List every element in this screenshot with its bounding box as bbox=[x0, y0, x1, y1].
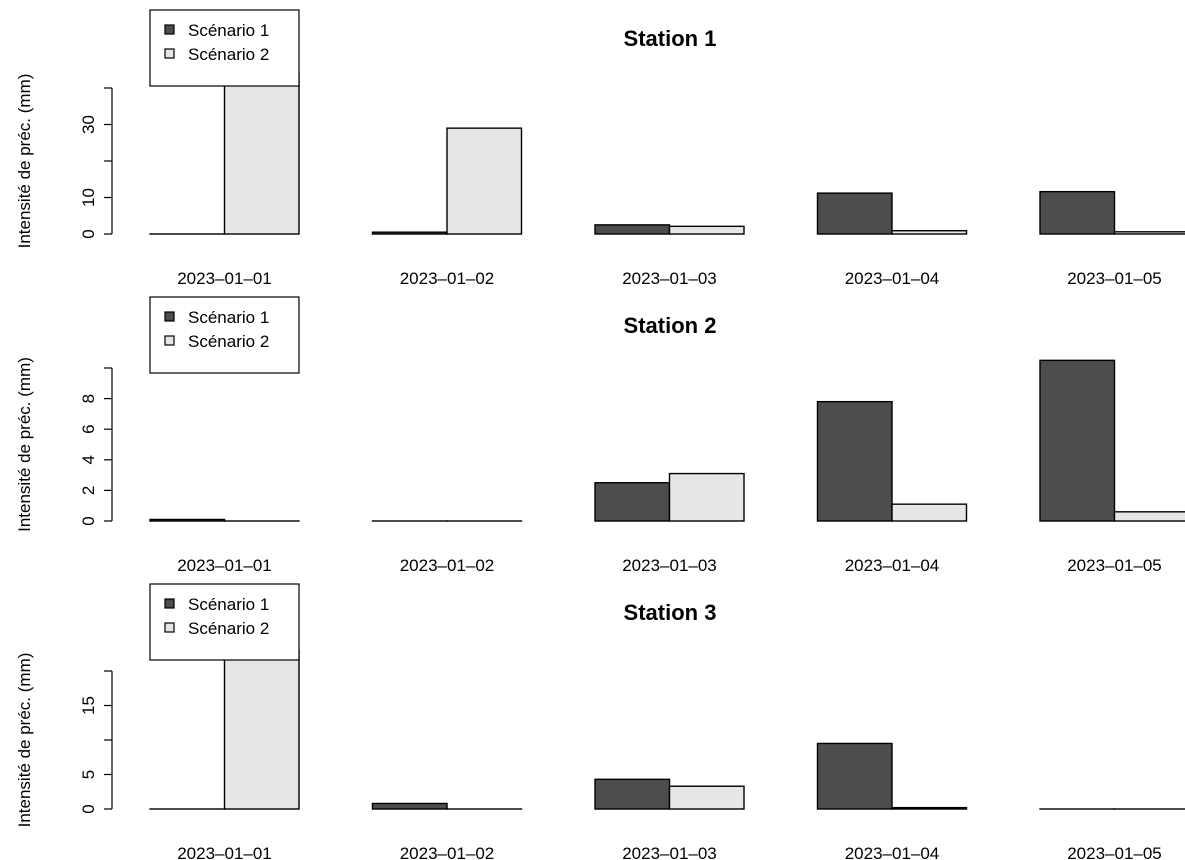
y-tick-label: 6 bbox=[79, 424, 98, 433]
x-tick-label: 2023–01–02 bbox=[400, 269, 495, 288]
bar-1-2 bbox=[371, 231, 448, 235]
y-tick-label: 2 bbox=[79, 486, 98, 495]
x-tick-label: 2023–01–01 bbox=[177, 556, 272, 575]
legend-entry: Scénario 1 bbox=[188, 595, 269, 614]
y-axis-label: Intensité de préc. (mm) bbox=[15, 357, 34, 532]
y-axis-label: Intensité de préc. (mm) bbox=[15, 653, 34, 828]
bar-1-4 bbox=[816, 192, 893, 235]
bar-2-4 bbox=[891, 806, 968, 810]
bar-2-5 bbox=[1113, 511, 1185, 522]
bar-2-4 bbox=[891, 230, 968, 235]
y-tick-label: 4 bbox=[79, 455, 98, 464]
bar-2-4 bbox=[891, 503, 968, 522]
x-tick-label: 2023–01–05 bbox=[1067, 556, 1162, 575]
legend-swatch bbox=[164, 598, 175, 609]
x-tick-label: 2023–01–01 bbox=[177, 269, 272, 288]
x-tick-label: 2023–01–05 bbox=[1067, 269, 1162, 288]
chart-panel-3: Station 3 Intensité de préc. (mm) 0 5 15 2023… bbox=[15, 583, 1185, 860]
legend-entry: Scénario 2 bbox=[188, 332, 269, 351]
y-tick-label: 5 bbox=[79, 770, 98, 779]
bar-1-2 bbox=[371, 802, 448, 810]
y-tick-label: 0 bbox=[79, 229, 98, 238]
legend-entry: Scénario 1 bbox=[188, 21, 269, 40]
x-tick-label: 2023–01–02 bbox=[400, 556, 495, 575]
bar-1-5 bbox=[1039, 359, 1116, 522]
bar-1-4 bbox=[816, 742, 893, 810]
bar-1-3 bbox=[594, 482, 671, 522]
legend-swatch bbox=[164, 48, 175, 59]
legend-entry: Scénario 2 bbox=[188, 45, 269, 64]
y-tick-label: 0 bbox=[79, 804, 98, 813]
legend-entry: Scénario 2 bbox=[188, 619, 269, 638]
x-tick-label: 2023–01–01 bbox=[177, 844, 272, 860]
y-axis-label: Intensité de préc. (mm) bbox=[15, 74, 34, 249]
chart-title: Station 2 bbox=[624, 313, 717, 338]
y-tick-label: 10 bbox=[79, 188, 98, 207]
y-tick-label: 0 bbox=[79, 516, 98, 525]
x-tick-label: 2023–01–04 bbox=[845, 269, 940, 288]
bar-1-3 bbox=[594, 224, 671, 235]
bar-2-5 bbox=[1113, 231, 1185, 235]
legend-box bbox=[149, 9, 300, 87]
bar-1-3 bbox=[594, 778, 671, 810]
legend-swatch bbox=[164, 24, 175, 35]
legend-swatch bbox=[164, 622, 175, 633]
bar-2-3 bbox=[668, 472, 745, 522]
chart-title: Station 3 bbox=[624, 600, 717, 625]
bar-2-1 bbox=[223, 649, 300, 810]
bar-2-3 bbox=[668, 785, 745, 810]
bar-1-4 bbox=[816, 400, 893, 522]
x-tick-label: 2023–01–03 bbox=[622, 556, 717, 575]
x-tick-label: 2023–01–02 bbox=[400, 844, 495, 860]
legend-swatch bbox=[164, 335, 175, 346]
bar-2-2 bbox=[446, 127, 523, 235]
legend-swatch bbox=[164, 311, 175, 322]
bar-1-1 bbox=[149, 518, 226, 522]
x-tick-label: 2023–01–03 bbox=[622, 269, 717, 288]
bar-2-3 bbox=[668, 225, 745, 235]
x-tick-label: 2023–01–04 bbox=[845, 556, 940, 575]
legend-entry: Scénario 1 bbox=[188, 308, 269, 327]
legend-box bbox=[149, 583, 300, 661]
chart-title: Station 1 bbox=[624, 26, 717, 51]
chart-panel-2: Station 2 Intensité de préc. (mm) 0 2 4 6 8 202… bbox=[15, 296, 1185, 575]
y-tick-label: 15 bbox=[79, 696, 98, 715]
y-tick-label: 8 bbox=[79, 394, 98, 403]
x-tick-label: 2023–01–04 bbox=[845, 844, 940, 860]
x-tick-label: 2023–01–05 bbox=[1067, 844, 1162, 860]
y-tick-label: 30 bbox=[79, 115, 98, 134]
bar-2-1 bbox=[223, 72, 300, 235]
legend-box bbox=[149, 296, 300, 374]
chart-panel-1: Station 1 Intensité de préc. (mm) 0 10 30 202… bbox=[15, 9, 1185, 288]
x-tick-label: 2023–01–03 bbox=[622, 844, 717, 860]
bar-1-5 bbox=[1039, 190, 1116, 235]
